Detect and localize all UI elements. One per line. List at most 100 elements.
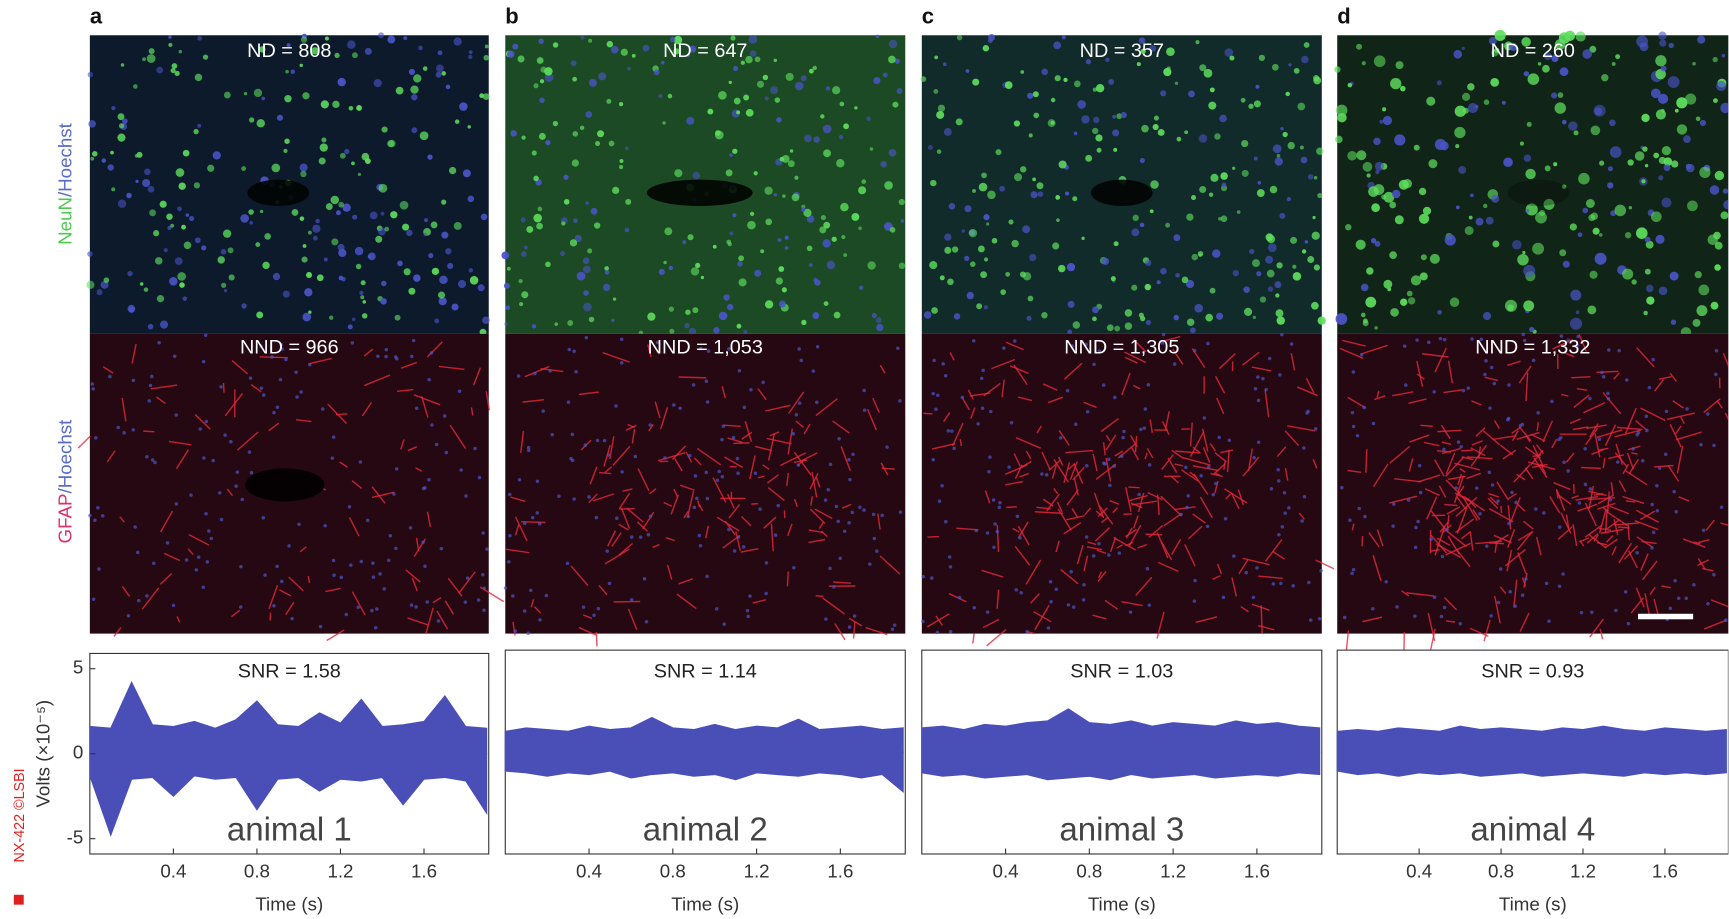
nucleus xyxy=(290,616,294,621)
cell xyxy=(505,305,511,311)
astrocyte xyxy=(1047,396,1064,404)
nucleus xyxy=(211,458,215,463)
cell xyxy=(785,72,794,81)
cell xyxy=(978,182,988,192)
animal-label: animal 2 xyxy=(643,812,768,849)
cell xyxy=(1194,303,1204,313)
cell xyxy=(939,275,945,281)
cell xyxy=(437,291,446,299)
cell xyxy=(579,125,585,131)
cell xyxy=(259,46,266,53)
astrocyte xyxy=(741,431,753,440)
astrocyte xyxy=(1560,393,1569,397)
cell xyxy=(357,172,362,177)
astrocyte xyxy=(686,490,695,518)
cell xyxy=(1138,312,1144,318)
cell xyxy=(284,94,292,103)
cell xyxy=(745,108,754,117)
cell xyxy=(351,161,355,166)
nucleus xyxy=(797,347,801,351)
cell xyxy=(504,322,508,326)
astrocyte xyxy=(726,493,735,509)
astrocyte xyxy=(648,423,654,432)
astrocyte xyxy=(766,437,792,445)
cell xyxy=(664,227,673,236)
cell xyxy=(166,213,173,220)
nucleus xyxy=(1391,524,1395,528)
nucleus xyxy=(1461,388,1466,393)
cell xyxy=(871,313,877,319)
nucleus xyxy=(705,400,710,404)
astrocyte xyxy=(809,508,826,524)
astrocyte xyxy=(733,442,750,445)
astrocyte xyxy=(693,457,702,466)
nucleus xyxy=(439,546,444,551)
nucleus xyxy=(1276,468,1280,472)
cell xyxy=(178,182,186,190)
cell xyxy=(813,136,820,143)
cell xyxy=(1712,56,1718,63)
signal-area xyxy=(921,708,1321,753)
cell xyxy=(619,159,624,164)
astrocyte xyxy=(1445,456,1465,477)
cell xyxy=(1653,152,1660,159)
astrocyte xyxy=(832,420,850,434)
cell xyxy=(1698,284,1710,296)
cell xyxy=(1313,75,1320,82)
nucleus xyxy=(1160,341,1165,345)
nucleus xyxy=(921,574,926,579)
cell xyxy=(732,148,738,154)
cell xyxy=(1166,66,1171,71)
cell xyxy=(1243,307,1253,316)
cell xyxy=(1257,181,1262,185)
nucleus xyxy=(602,438,607,443)
astrocyte xyxy=(663,501,673,507)
astrocyte xyxy=(1530,433,1546,442)
nucleus xyxy=(1101,461,1106,465)
nucleus xyxy=(370,608,374,613)
nucleus xyxy=(1644,414,1649,419)
nucleus xyxy=(1547,619,1551,623)
astrocyte xyxy=(1517,504,1526,512)
astrocyte xyxy=(1489,496,1499,506)
astrocyte xyxy=(637,468,650,492)
cell xyxy=(194,73,203,82)
nucleus xyxy=(1706,602,1710,606)
astrocyte xyxy=(1124,356,1138,364)
cell xyxy=(929,261,938,270)
cell xyxy=(126,192,132,199)
astrocyte xyxy=(1634,520,1659,531)
nucleus xyxy=(1413,545,1418,550)
nucleus xyxy=(1066,603,1071,607)
astrocyte xyxy=(721,385,726,399)
astrocyte xyxy=(622,488,633,492)
astrocyte xyxy=(1669,424,1682,448)
cell xyxy=(117,113,125,121)
cell xyxy=(378,183,388,193)
astrocyte xyxy=(1517,552,1527,574)
cell xyxy=(1585,199,1595,208)
nucleus xyxy=(930,576,934,580)
cell xyxy=(1642,146,1648,152)
astrocyte xyxy=(1606,518,1621,530)
cell xyxy=(820,214,826,221)
nucleus xyxy=(931,457,935,462)
astrocyte xyxy=(1585,427,1599,446)
astrocyte xyxy=(1661,585,1671,589)
astrocyte xyxy=(1456,496,1467,510)
nucleus xyxy=(234,484,238,488)
astrocyte xyxy=(1653,598,1659,615)
cell xyxy=(1696,305,1708,317)
cell xyxy=(1311,231,1320,240)
astrocyte xyxy=(763,516,777,529)
cell xyxy=(585,111,593,118)
cell xyxy=(1641,179,1646,184)
cell xyxy=(1301,249,1307,254)
cell xyxy=(221,282,227,288)
cell xyxy=(518,279,523,284)
cell xyxy=(1374,161,1384,171)
cell xyxy=(1428,159,1438,169)
cell xyxy=(300,36,308,43)
cell xyxy=(1554,102,1566,114)
astrocyte xyxy=(923,412,933,415)
